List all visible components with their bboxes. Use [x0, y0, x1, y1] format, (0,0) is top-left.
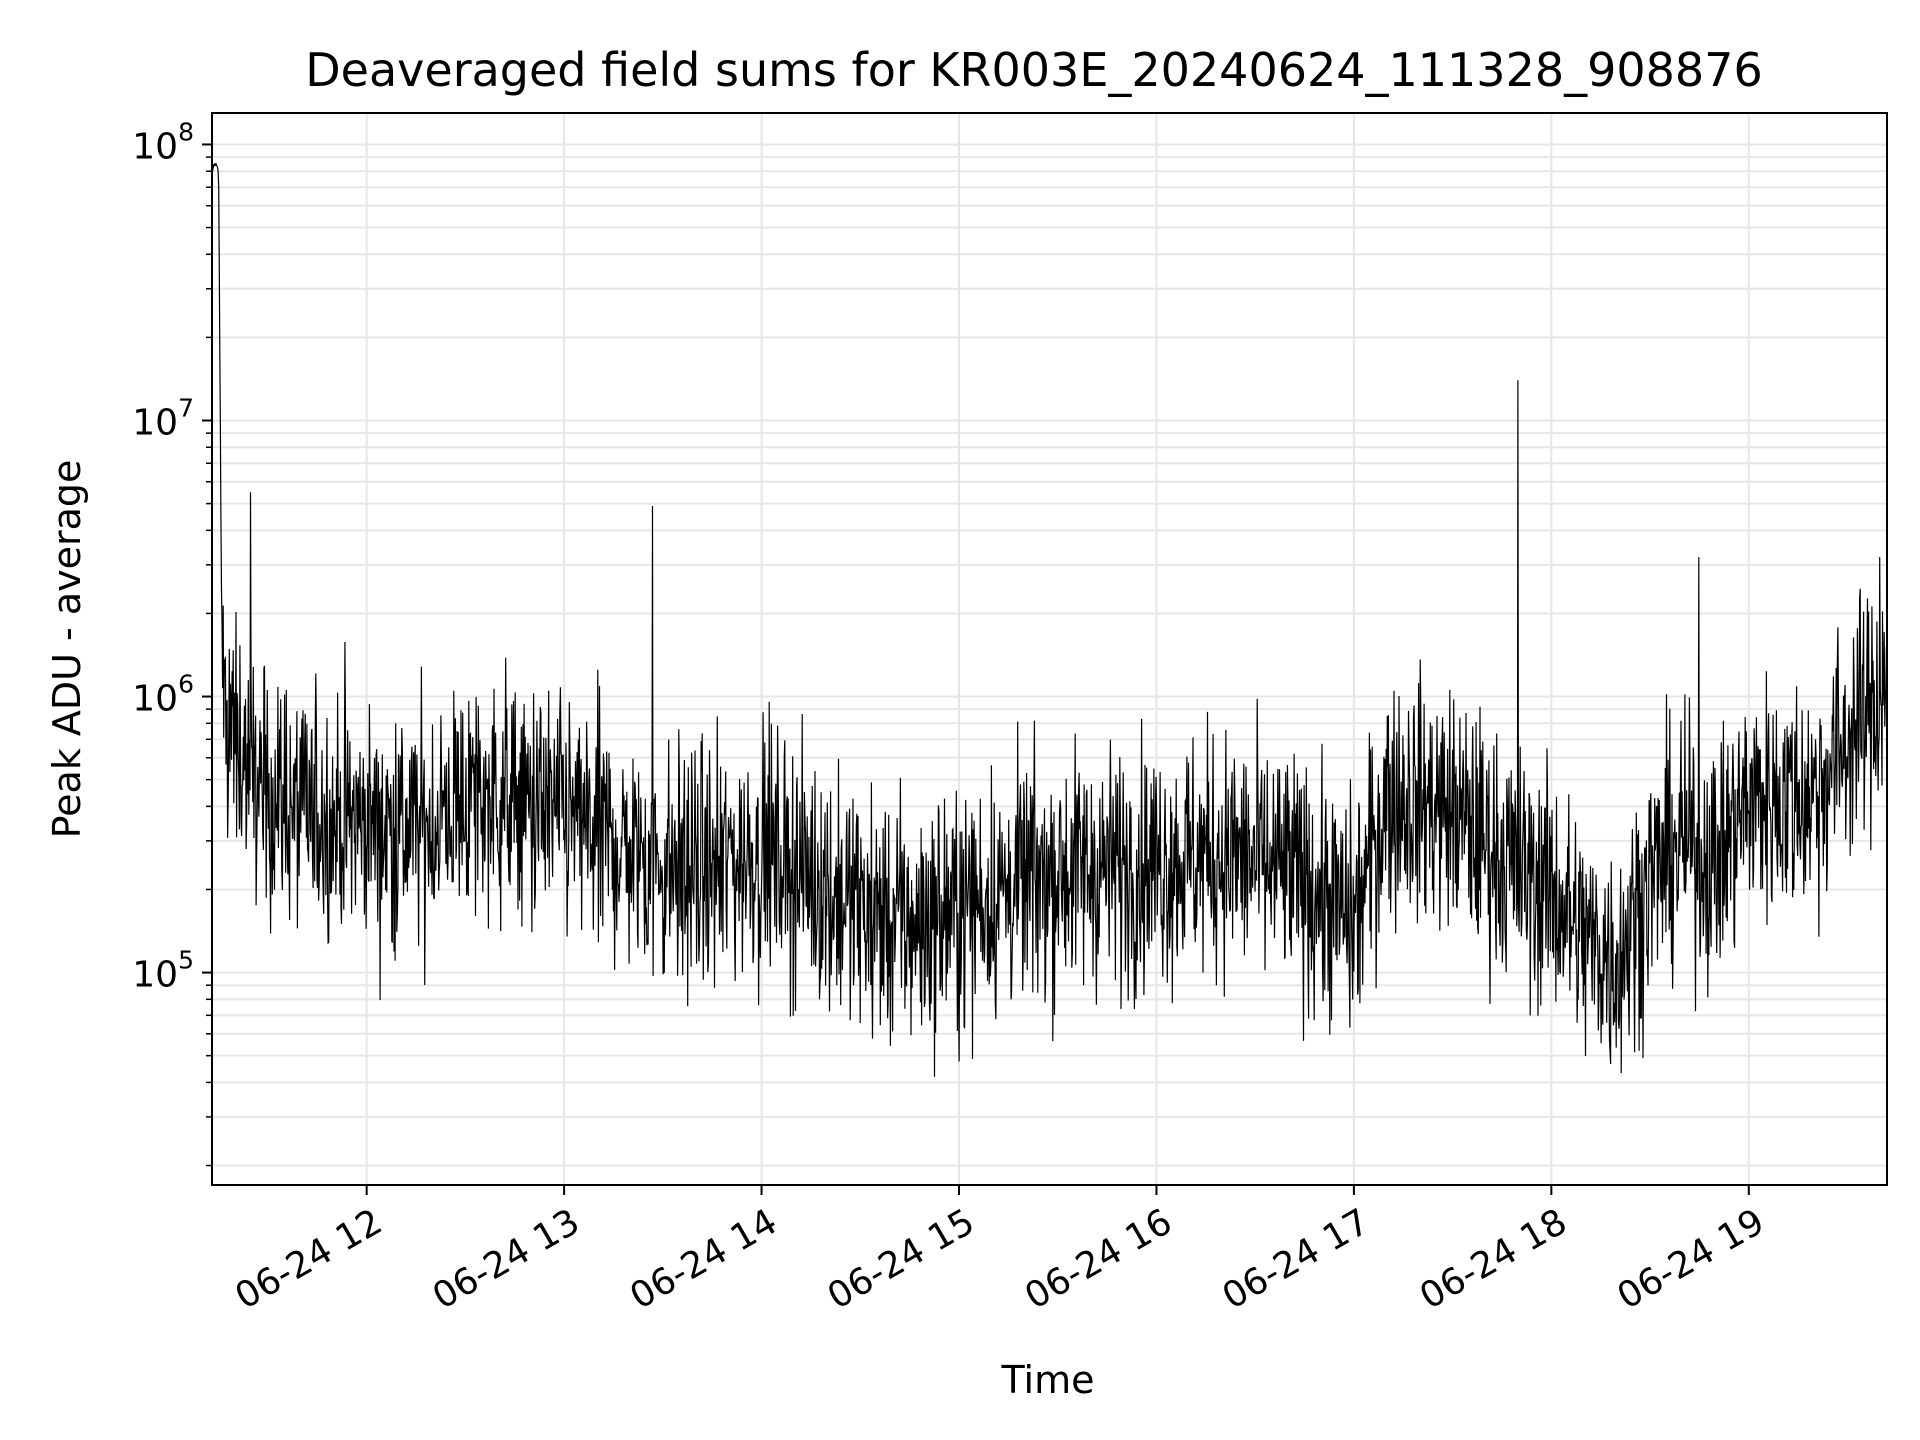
plot-frame — [211, 112, 1888, 1186]
series-group — [211, 162, 1888, 1077]
y-tick-label: 106 — [132, 670, 194, 720]
y-tick-label: 105 — [132, 946, 194, 996]
y-tick-label: 107 — [132, 393, 194, 443]
y-axis-label: Peak ADU - average — [45, 460, 89, 839]
grid — [212, 113, 1887, 1185]
y-tick-label: 108 — [132, 117, 194, 167]
y-axis: 105 106 107 108 — [132, 117, 212, 1167]
chart-title: Deaveraged field sums for KR003E_2024062… — [305, 43, 1762, 97]
x-axis-label: Time — [1001, 1358, 1095, 1402]
series-line — [211, 162, 1888, 1077]
